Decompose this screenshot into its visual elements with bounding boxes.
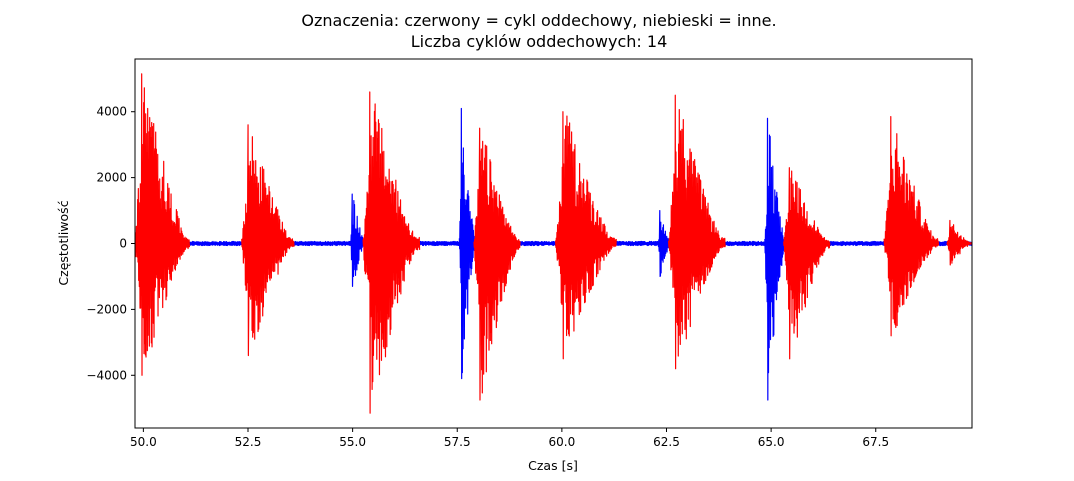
y-tick-label: −2000	[86, 302, 127, 316]
x-axis-label: Czas [s]	[528, 458, 578, 473]
series-1-segment-5	[667, 94, 726, 370]
plot-area	[135, 73, 972, 414]
x-tick-label: 62.5	[653, 435, 680, 449]
x-tick-label: 52.5	[235, 435, 262, 449]
series-0-segment-4	[764, 117, 787, 401]
x-tick-label: 67.5	[862, 435, 889, 449]
y-tick-label: −4000	[86, 368, 127, 382]
series-0-segment-2	[458, 107, 477, 380]
chart-title-line1: Oznaczenia: czerwony = cykl oddechowy, n…	[301, 11, 776, 30]
chart-title-line2: Liczba cyklów oddechowych: 14	[411, 32, 668, 51]
y-axis-label: Częstotliwość	[56, 200, 71, 285]
x-tick-label: 55.0	[339, 435, 366, 449]
x-axis: 50.0 52.5 55.0 57.5 60.0 62.5 65.0 67.5	[130, 428, 889, 449]
y-tick-label: 2000	[96, 171, 127, 185]
series-1-segment-8	[946, 219, 972, 266]
series-1-segment-4	[554, 111, 617, 360]
x-tick-label: 50.0	[130, 435, 157, 449]
series-1-segment-2	[362, 91, 421, 414]
y-tick-label: 0	[119, 237, 127, 251]
y-tick-label: 4000	[96, 105, 127, 119]
x-tick-label: 60.0	[549, 435, 576, 449]
y-axis: −4000 −2000 0 2000 4000	[86, 105, 135, 382]
x-tick-label: 65.0	[758, 435, 785, 449]
series-1-segment-0	[135, 73, 191, 376]
series-1-segment-7	[883, 116, 940, 337]
series-1-segment-3	[473, 127, 521, 401]
x-tick-label: 57.5	[444, 435, 471, 449]
series-1-segment-6	[783, 167, 831, 360]
series-1-segment-1	[241, 124, 295, 357]
plot-frame	[134, 58, 973, 429]
